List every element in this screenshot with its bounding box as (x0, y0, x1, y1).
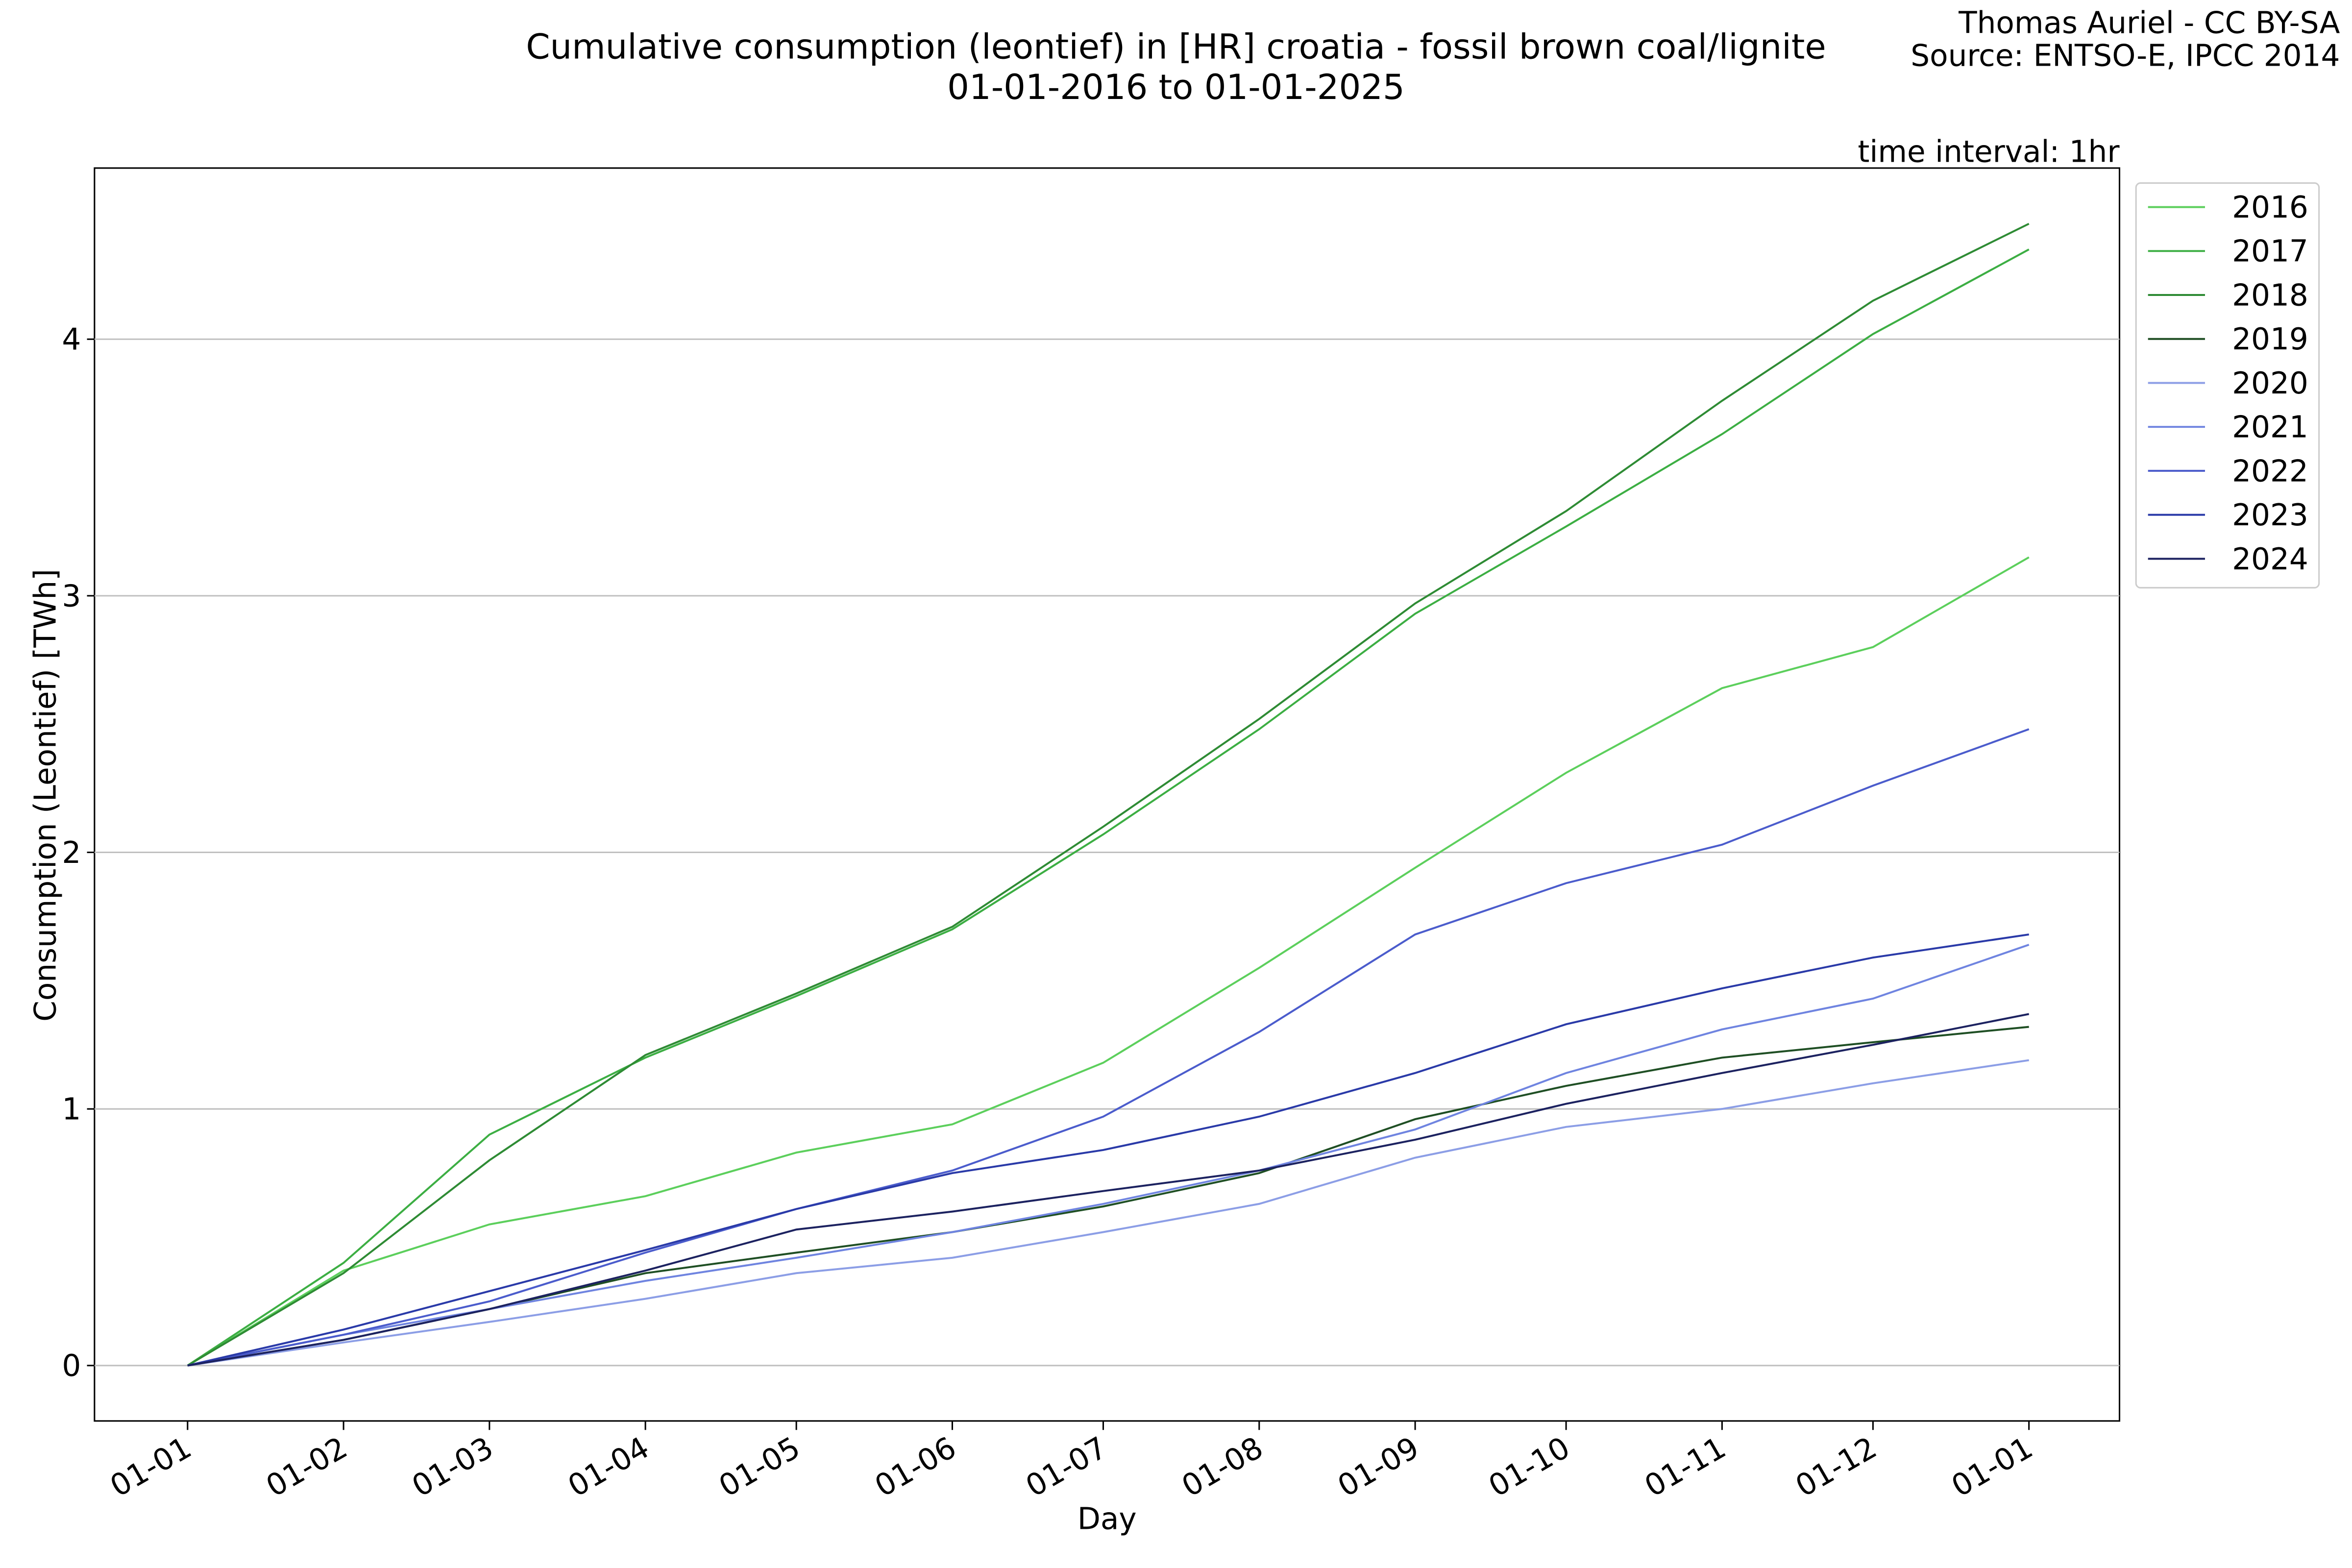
legend-label: 2022 (2232, 454, 2308, 489)
y-tick-label: 1 (62, 1092, 81, 1127)
plot-frame (94, 167, 2121, 1422)
legend-label: 2017 (2232, 234, 2308, 269)
y-tick-label: 0 (62, 1348, 81, 1383)
legend-label: 2021 (2232, 410, 2308, 445)
x-tick-label: 01-10 (1483, 1430, 1576, 1504)
x-tick-label: 01-07 (1020, 1430, 1113, 1504)
series-line (187, 1013, 2030, 1367)
x-tick-label: 01-08 (1176, 1430, 1269, 1504)
annotation: time interval: 1hr (1858, 135, 2120, 170)
x-tick-label: 01-02 (260, 1430, 353, 1504)
legend-label: 2019 (2232, 322, 2308, 357)
series-line (187, 222, 2030, 1367)
series-line (187, 1059, 2029, 1367)
legend-label: 2023 (2232, 498, 2308, 533)
source: Source: ENTSO-E, IPCC 2014 (1911, 39, 2340, 74)
series-line (187, 248, 2030, 1367)
chart-subtitle: 01-01-2016 to 01-01-2025 (947, 67, 1405, 107)
x-tick-label: 01-05 (713, 1430, 806, 1504)
x-axis-label: Day (1078, 1501, 1137, 1536)
x-tick-label: 01-11 (1639, 1430, 1732, 1504)
legend-label: 2020 (2232, 366, 2308, 401)
x-tick-label: 01-03 (406, 1430, 499, 1504)
series-line (187, 728, 2030, 1367)
chart-title: Cumulative consumption (leontief) in [HR… (526, 26, 1826, 67)
legend-label: 2018 (2232, 278, 2308, 313)
y-tick-label: 2 (62, 835, 81, 870)
y-tick-label: 3 (62, 579, 81, 613)
x-tick-label: 01-12 (1790, 1430, 1883, 1504)
y-axis-label: Consumption (Leontief) [TWh] (28, 569, 63, 1022)
series-line (187, 933, 2029, 1367)
legend-box (2135, 182, 2320, 588)
credit: Thomas Auriel - CC BY-SA (1958, 5, 2340, 40)
series-line (187, 556, 2030, 1367)
x-tick-label: 01-01 (104, 1430, 197, 1504)
y-tick-label: 4 (62, 322, 81, 357)
legend-label: 2016 (2232, 190, 2308, 225)
series-line (187, 944, 2030, 1367)
x-tick-label: 01-09 (1332, 1430, 1425, 1504)
legend-label: 2024 (2232, 542, 2308, 577)
x-tick-label: 01-01 (1946, 1430, 2039, 1504)
x-tick-label: 01-06 (869, 1430, 962, 1504)
x-tick-label: 01-04 (562, 1430, 655, 1504)
